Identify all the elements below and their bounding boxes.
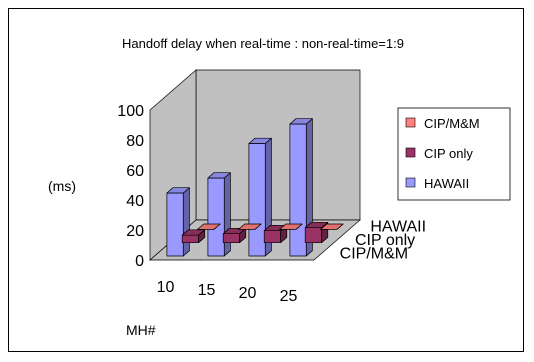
y-tick-label: 60 [126,163,144,180]
bar-front [263,230,281,244]
bar-hawaii-10 [166,187,190,257]
x-tick-label: 20 [239,285,257,302]
bar-top [279,223,303,230]
bar-top [181,229,206,236]
bar-front [181,234,199,244]
legend: CIP/M&M CIP only HAWAII [397,107,511,201]
bar-front [304,227,322,244]
x-tick-label: 10 [157,279,175,296]
legend-label-hawaii: HAWAII [424,176,469,191]
bar-top [197,223,221,230]
bar-cip-m-m-15 [238,223,262,230]
bar-hawaii-25 [289,118,313,257]
bar-front [289,123,307,257]
y-tick-label: 20 [126,223,144,240]
y-tick-label: 40 [126,193,144,210]
depth-label: CIP/M&M [340,245,408,262]
chart-title: Handoff delay when real-time : non-real-… [122,36,404,51]
bar-cip-m-m-10 [197,223,221,230]
x-tick-label: 15 [198,282,216,299]
bar-top [248,137,272,144]
bar-front [166,192,184,257]
legend-label-cip-only: CIP only [424,146,473,161]
legend-swatch-cip-only [405,147,416,158]
bar-top [238,223,262,230]
bar-cip-only-10 [181,229,206,244]
bar-top [289,118,313,125]
bar-front [248,143,266,257]
bar-hawaii-15 [207,172,231,257]
legend-swatch-hawaii [405,177,416,188]
y-tick-label: 80 [126,133,144,150]
bar-cip-m-m-25 [320,223,344,230]
bar-cip-only-25 [304,221,329,244]
x-axis-label: MH# [126,322,156,338]
legend-label-cip-mm: CIP/M&M [424,116,480,131]
bar-top [304,221,329,229]
bar-cip-only-15 [222,227,247,244]
depth-label: HAWAII [370,219,426,236]
bar-top [166,187,190,194]
bar-side [223,172,231,257]
legend-swatch-cip-mm [405,117,416,128]
bar-top [207,172,231,179]
y-tick-label: 100 [117,103,144,120]
bar-front [222,233,240,244]
depth-label: CIP only [355,232,415,249]
bar-top [320,223,344,230]
bar-cip-m-m-20 [279,223,303,230]
legend-box [397,107,511,201]
bar-side [182,187,190,257]
bar-front [207,177,225,257]
x-tick-label: 25 [280,288,298,305]
y-axis-label: (ms) [48,178,76,194]
y-tick-label: 0 [135,253,144,270]
